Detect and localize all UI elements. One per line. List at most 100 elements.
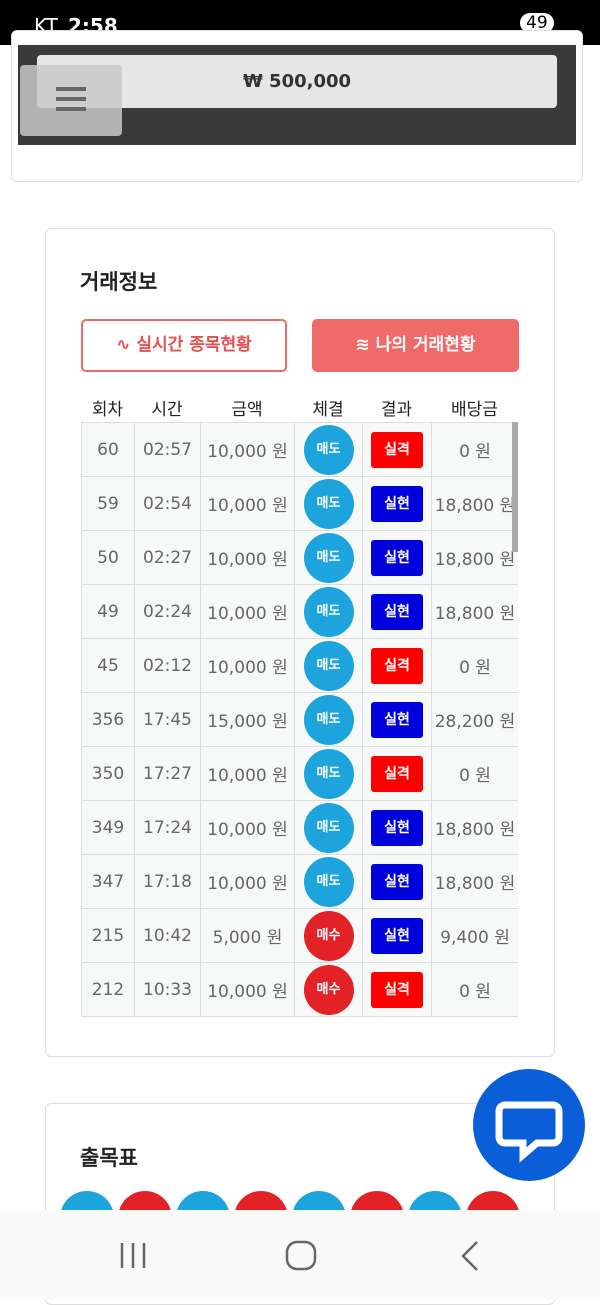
table-cell: 실격 [362, 422, 432, 477]
menu-button[interactable] [20, 65, 122, 136]
results-title: 출목표 [80, 1146, 138, 1170]
result-badge: 실격 [371, 971, 423, 1008]
table-cell: 매도 [294, 476, 363, 531]
trade-type-badge: 매도 [303, 802, 354, 853]
result-badge: 실현 [371, 539, 423, 576]
table-cell: 02:54 [134, 476, 201, 531]
table-cell: 실현 [362, 908, 432, 963]
table-cell: 0 원 [431, 638, 518, 693]
table-cell: 59 [81, 476, 135, 531]
trade-type-badge: 매도 [303, 694, 354, 745]
trade-row: 49 02:24 10,000 원 매도 실현 18,800 원 [81, 584, 518, 639]
trade-row: 59 02:54 10,000 원 매도 실현 18,800 원 [81, 476, 518, 531]
trade-row: 50 02:27 10,000 원 매도 실현 18,800 원 [81, 530, 518, 585]
result-badge: 실현 [371, 863, 423, 900]
trade-row: 349 17:24 10,000 원 매도 실현 18,800 원 [81, 800, 518, 855]
result-circles [61, 1191, 519, 1210]
table-cell: 349 [81, 800, 135, 855]
table-cell: 10,000 원 [200, 962, 295, 1017]
table-cell: 18,800 원 [431, 584, 518, 639]
trade-row: 212 10:33 10,000 원 매수 실격 0 원 [81, 962, 518, 1017]
table-cell: 350 [81, 746, 135, 801]
trade-row: 45 02:12 10,000 원 매도 실격 0 원 [81, 638, 518, 693]
table-cell: 17:27 [134, 746, 201, 801]
table-cell: 10,000 원 [200, 746, 295, 801]
table-header: 배당금 [451, 400, 498, 420]
trade-title: 거래정보 [80, 270, 158, 294]
table-cell: 10:42 [134, 908, 201, 963]
result-badge: 실격 [371, 647, 423, 684]
table-cell: 10,000 원 [200, 530, 295, 585]
table-cell: 18,800 원 [431, 800, 518, 855]
table-cell: 215 [81, 908, 135, 963]
trade-table-wrap: 60 02:57 10,000 원 매도 실격 0 원 59 02:54 10,000 원 매도 실… [81, 422, 518, 1020]
table-cell: 매도 [294, 584, 363, 639]
result-badge: 실현 [371, 593, 423, 630]
table-cell: 212 [81, 962, 135, 1017]
trade-type-badge: 매도 [303, 748, 354, 799]
result-badge: 실격 [371, 755, 423, 792]
button-label: 나의 거래현황 [375, 335, 476, 355]
table-cell: 02:57 [134, 422, 201, 477]
table-cell: 60 [81, 422, 135, 477]
table-cell: 매수 [294, 908, 363, 963]
menu-icon [56, 87, 86, 111]
balance: ₩ 500,000 [37, 55, 557, 108]
table-header: 시간 [151, 400, 183, 420]
table-cell: 실현 [362, 530, 432, 585]
trade-row: 347 17:18 10,000 원 매도 실현 18,800 원 [81, 854, 518, 909]
table-cell: 17:18 [134, 854, 201, 909]
live-button[interactable]: ∿ 실시간 종목현황 [81, 319, 287, 372]
nav-bar [0, 1210, 600, 1300]
table-cell: 실현 [362, 800, 432, 855]
result-badge: 실현 [371, 809, 423, 846]
table-cell: 매도 [294, 800, 363, 855]
table-cell: 02:24 [134, 584, 201, 639]
table-cell: 실격 [362, 746, 432, 801]
chat-button[interactable] [473, 1069, 586, 1182]
table-cell: 28,200 원 [431, 692, 518, 747]
nav-icons [120, 1240, 478, 1271]
trade-table: 60 02:57 10,000 원 매도 실격 0 원 59 02:54 10,000 원 매도 실… [81, 422, 518, 1017]
trade-row: 350 17:27 10,000 원 매도 실격 0 원 [81, 746, 518, 801]
table-cell: 50 [81, 530, 135, 585]
table-cell: 실현 [362, 692, 432, 747]
table-cell: 10,000 원 [200, 584, 295, 639]
table-cell: 매도 [294, 638, 363, 693]
trade-row: 60 02:57 10,000 원 매도 실격 0 원 [81, 422, 518, 477]
trade-type-badge: 매도 [303, 640, 354, 691]
result-badge: 실현 [371, 485, 423, 522]
table-cell: 10,000 원 [200, 476, 295, 531]
table-cell: 10,000 원 [200, 854, 295, 909]
battery: 49 [520, 13, 554, 33]
trade-type-badge: 매수 [303, 910, 354, 961]
table-cell: 18,800 원 [431, 530, 518, 585]
table-cell: 02:27 [134, 530, 201, 585]
table-cell: 실현 [362, 584, 432, 639]
table-cell: 매도 [294, 746, 363, 801]
table-cell: 17:24 [134, 800, 201, 855]
table-cell: 9,400 원 [431, 908, 518, 963]
table-cell: 매수 [294, 962, 363, 1017]
table-cell: 실격 [362, 638, 432, 693]
trade-type-badge: 매수 [303, 964, 354, 1015]
scrollbar [512, 422, 518, 552]
table-cell: 실현 [362, 476, 432, 531]
circle-row [61, 1191, 519, 1210]
table-cell: 0 원 [431, 746, 518, 801]
table-cell: 18,800 원 [431, 854, 518, 909]
trade-type-badge: 매도 [303, 856, 354, 907]
table-cell: 17:45 [134, 692, 201, 747]
table-cell: 45 [81, 638, 135, 693]
my-trade-button[interactable]: ≋ 나의 거래현황 [312, 319, 519, 372]
table-cell: 49 [81, 584, 135, 639]
table-cell: 10,000 원 [200, 638, 295, 693]
trade-type-badge: 매도 [303, 424, 354, 475]
table-header: 결과 [380, 400, 413, 420]
table-cell: 10,000 원 [200, 800, 295, 855]
table-header: 회차 [91, 400, 124, 420]
table-cell: 10,000 원 [200, 422, 295, 477]
table-cell: 0 원 [431, 962, 518, 1017]
table-cell: 02:12 [134, 638, 201, 693]
trade-type-badge: 매도 [303, 532, 354, 583]
